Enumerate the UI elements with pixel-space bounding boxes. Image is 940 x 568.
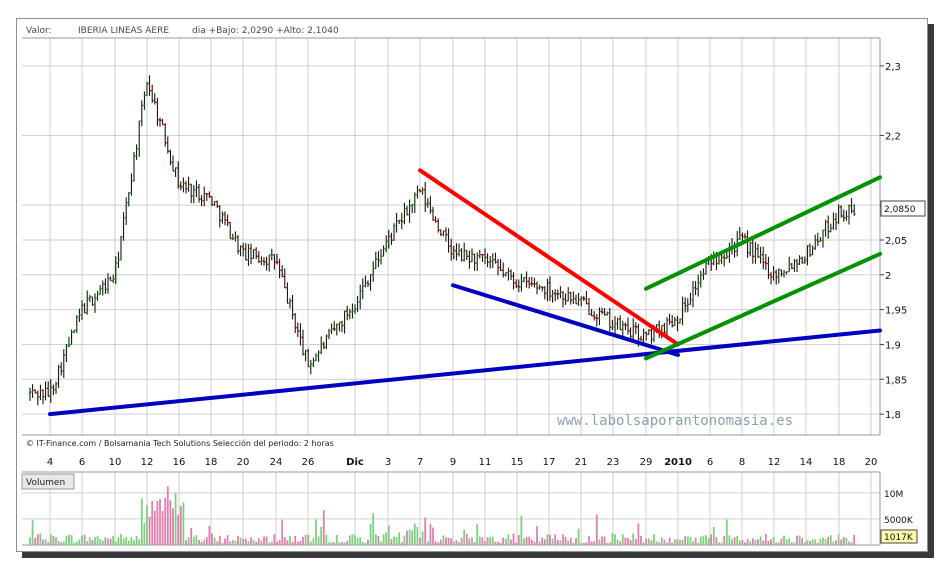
y-tick-label: 1,8	[885, 410, 901, 421]
x-tick-label: 3	[385, 457, 391, 468]
time-x-axis: 4 6 10 12 16 18 20 24 26 Dic 3 7 9 11 15 17 21 23 29 2010 6 8…	[47, 457, 878, 468]
watermark: www.labolsaporantonomasia.es	[557, 413, 793, 429]
x-tick-label: 18	[205, 457, 218, 468]
green-trendline	[644, 251, 882, 361]
volume-series	[29, 486, 856, 545]
footer-note: © IT-Finance.com / Bolsamania Tech Solut…	[26, 438, 334, 448]
x-tick-label: 9	[450, 457, 456, 468]
red-trendline	[418, 168, 680, 347]
x-tick-label: 26	[302, 457, 315, 468]
header-stats: dia +Bajo: 2,0290 +Alto: 2,1040	[192, 26, 339, 36]
x-tick-label: Dic	[346, 457, 364, 468]
volume-last-box	[880, 529, 918, 544]
volume-last-label: 1017K	[884, 533, 914, 543]
price-series	[28, 75, 856, 406]
y-tick-label: 2,3	[885, 62, 901, 73]
x-tick-label: 14	[800, 457, 813, 468]
x-tick-label: 21	[575, 457, 588, 468]
y-tick-label: 1,85	[885, 375, 907, 386]
x-tick-label: 12	[141, 457, 154, 468]
x-tick-label: 29	[640, 457, 653, 468]
volume-label-box	[21, 473, 75, 490]
x-tick-label: 2010	[664, 457, 692, 468]
header-bar: Valor: IBERIA LINEAS AERE dia +Bajo: 2,0…	[26, 26, 339, 36]
y-tick-label: 1,9	[885, 340, 901, 351]
green-trendline	[644, 175, 882, 291]
y-tick-label: 2,05	[885, 236, 907, 247]
x-tick-label: 24	[270, 457, 283, 468]
blue-trendline	[451, 283, 680, 357]
x-tick-label: 4	[47, 457, 53, 468]
header-instrument: IBERIA LINEAS AERE	[78, 26, 169, 36]
y-tick-label: 1,95	[885, 306, 907, 317]
x-tick-label: 16	[173, 457, 186, 468]
last-price-box	[880, 200, 926, 217]
x-tick-label: 10	[109, 457, 122, 468]
header-valor-label: Valor:	[26, 26, 52, 36]
y-tick-label: 2	[885, 271, 891, 282]
volume-y-axis: 10M 5000K	[884, 490, 914, 526]
volume-label: Volumen	[26, 478, 65, 488]
last-price-label: 2,0850	[884, 205, 916, 215]
volume-tick-label: 10M	[884, 490, 903, 500]
x-tick-label: 15	[511, 457, 524, 468]
x-tick-label: 12	[768, 457, 781, 468]
x-tick-label: 8	[739, 457, 745, 468]
volume-gridlines	[22, 472, 880, 545]
x-tick-label: 6	[707, 457, 713, 468]
x-tick-label: 6	[79, 457, 85, 468]
x-tick-label: 11	[479, 457, 492, 468]
blue-trendline	[48, 328, 882, 417]
volume-tick-label: 5000K	[884, 516, 914, 526]
y-tick-label: 2,2	[885, 132, 901, 143]
x-tick-label: 20	[237, 457, 250, 468]
x-tick-label: 7	[417, 457, 423, 468]
x-tick-label: 18	[833, 457, 846, 468]
x-tick-label: 17	[543, 457, 556, 468]
x-tick-label: 20	[865, 457, 878, 468]
trendlines	[48, 168, 882, 417]
x-tick-label: 23	[607, 457, 620, 468]
